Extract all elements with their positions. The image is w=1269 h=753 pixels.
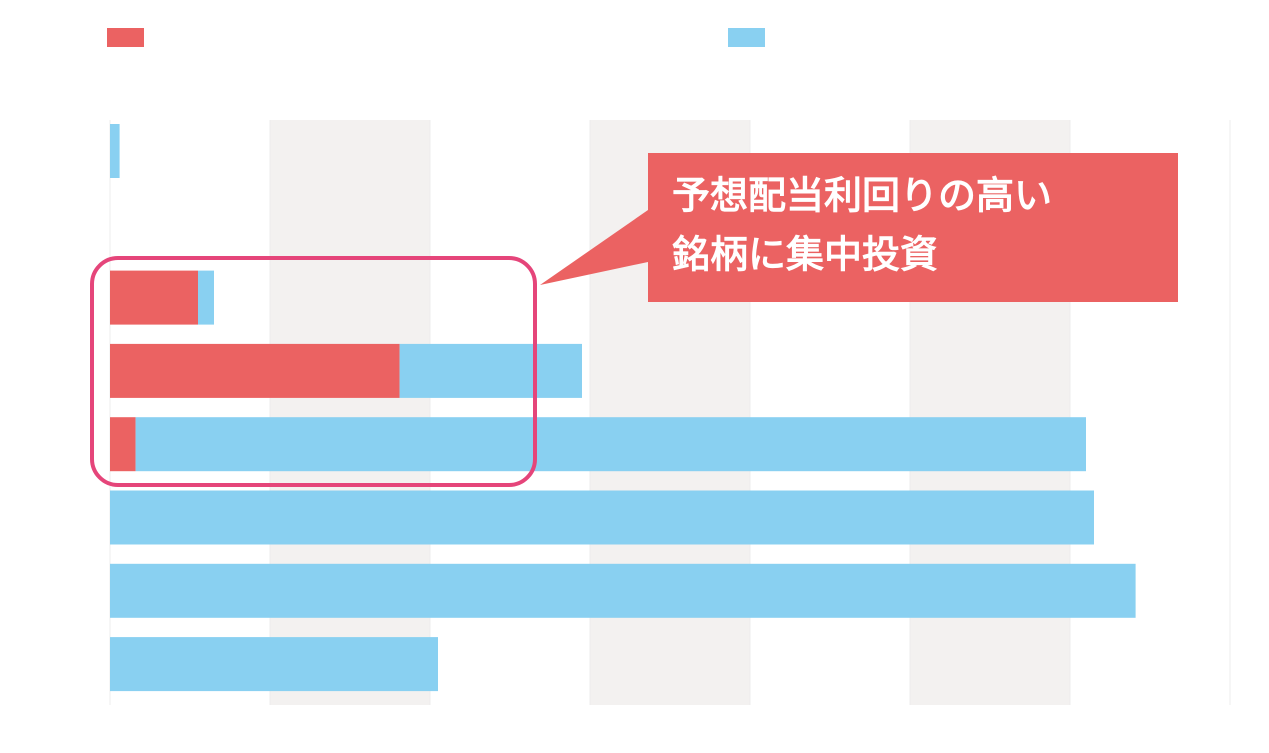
legend [107, 28, 765, 47]
bar-segment [110, 270, 198, 325]
legend-swatch [728, 28, 765, 47]
legend-swatch [107, 28, 144, 47]
bar-segment [399, 343, 582, 398]
callout-text: 予想配当利回りの高い [672, 174, 1052, 218]
callout-pointer [540, 210, 648, 285]
bar-segment [110, 637, 438, 692]
callout-text: 銘柄に集中投資 [672, 233, 938, 277]
bar-segment [110, 343, 400, 398]
bar-segment [135, 417, 1087, 472]
callout-box [648, 153, 1178, 302]
bar-segment [110, 490, 1094, 545]
bar-segment [110, 417, 136, 472]
bar-segment [110, 563, 1136, 618]
bar-segment [198, 270, 214, 325]
highlight-box [90, 256, 537, 487]
bar-segment [110, 124, 120, 178]
bars [110, 124, 1136, 692]
